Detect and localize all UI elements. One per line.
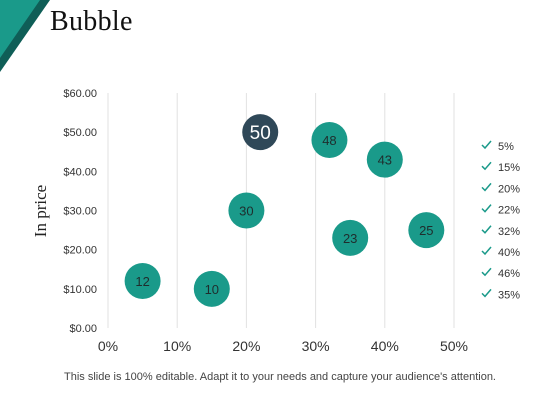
legend-item: 20%: [481, 182, 520, 195]
check-icon: [481, 225, 492, 234]
bubble-label: 43: [378, 153, 392, 168]
y-tick-label: $30.00: [63, 206, 97, 218]
bubble-label: 48: [322, 133, 336, 148]
bubble: 48: [311, 122, 348, 158]
page-title: Bubble: [50, 6, 133, 37]
check-icon: [481, 267, 492, 277]
check-icon: [481, 182, 492, 192]
bubble: 10: [193, 270, 230, 307]
legend-item: 46%: [481, 267, 520, 280]
check-icon: [481, 140, 492, 150]
check-icon: [481, 204, 492, 213]
check-icon: [481, 288, 492, 298]
bubble: 23: [332, 219, 369, 256]
x-tick-label: 40%: [371, 338, 399, 354]
y-tick-label: $10.00: [63, 284, 97, 296]
bubble-mark: [366, 141, 403, 178]
x-tick-label: 0%: [98, 338, 118, 354]
y-tick-label: $0.00: [69, 323, 97, 335]
check-icon: [481, 161, 492, 171]
legend-label: 32%: [498, 226, 520, 238]
check-icon: [481, 246, 492, 256]
bubble-label: 50: [250, 123, 271, 144]
x-tick-label: 50%: [440, 338, 468, 354]
bubble-label: 10: [205, 282, 219, 297]
x-tick-label: 10%: [163, 338, 191, 354]
y-tick-label: $50.00: [63, 127, 97, 139]
x-tick-label: 20%: [232, 338, 260, 354]
legend-item: 5%: [481, 140, 514, 153]
legend-item: 15%: [481, 161, 520, 174]
bubble: 12: [124, 263, 161, 299]
bubble-label: 30: [239, 204, 253, 219]
legend: 5% 15% 20% 22% 32% 40% 46% 35%: [481, 140, 520, 301]
bubble: 30: [228, 192, 265, 229]
legend-label: 20%: [498, 183, 520, 195]
bubble: 50: [242, 114, 279, 151]
legend-label: 40%: [498, 247, 520, 259]
bubble-chart: $0.00 $10.00 $20.00 $30.00 $40.00 $50.00 $60.0…: [31, 88, 520, 354]
bubble-mark: [311, 122, 348, 158]
legend-label: 5%: [498, 141, 514, 153]
legend-item: 22%: [481, 204, 520, 217]
bubble-label: 25: [419, 223, 433, 238]
corner-accent: [0, 0, 50, 72]
y-tick-label: $20.00: [63, 245, 97, 257]
legend-item: 32%: [481, 225, 520, 238]
y-axis-label: In price: [31, 185, 50, 237]
legend-label: 46%: [498, 268, 520, 280]
bubble-label: 23: [343, 231, 357, 246]
x-axis-ticks: 0% 10% 20% 30% 40% 50%: [98, 338, 468, 354]
legend-label: 22%: [498, 205, 520, 217]
bubble: 25: [408, 212, 445, 249]
legend-label: 35%: [498, 289, 520, 301]
bubble-mark: [242, 114, 279, 151]
footer-note: This slide is 100% editable. Adapt it to…: [64, 371, 496, 383]
bubble: 43: [366, 141, 403, 178]
bubble-layer: 12 10 30 50 48 43 25 23: [124, 114, 445, 307]
bubble-mark: [193, 270, 230, 307]
bubble-mark: [228, 192, 265, 229]
x-tick-label: 30%: [302, 338, 330, 354]
bubble-mark: [332, 219, 369, 256]
grid-layer: [107, 93, 455, 328]
legend-label: 15%: [498, 162, 520, 174]
bubble-label: 12: [135, 274, 149, 289]
bubble-mark: [124, 263, 161, 299]
legend-item: 40%: [481, 246, 520, 259]
y-axis-ticks: $0.00 $10.00 $20.00 $30.00 $40.00 $50.00 $60.0…: [63, 88, 97, 335]
bubble-mark: [408, 212, 445, 249]
y-tick-label: $60.00: [63, 88, 97, 100]
legend-item: 35%: [481, 288, 520, 301]
y-tick-label: $40.00: [63, 166, 97, 178]
